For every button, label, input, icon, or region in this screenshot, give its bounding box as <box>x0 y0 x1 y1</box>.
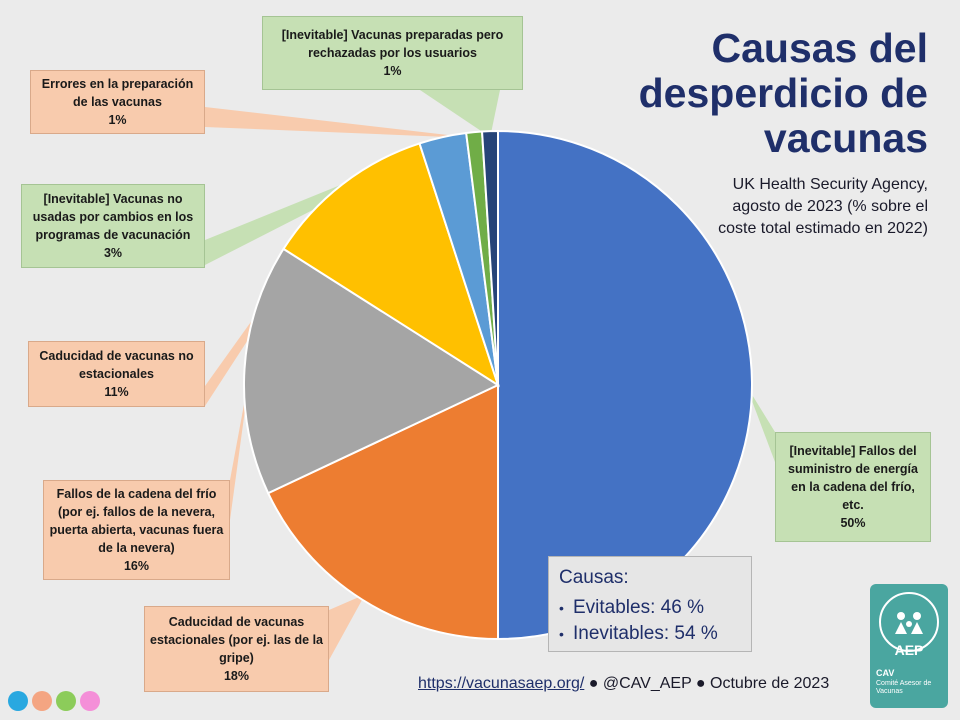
callout-text: Fallos de la cadena del frío (por ej. fa… <box>49 487 224 555</box>
leader-line <box>420 90 500 138</box>
pie-slices <box>243 129 753 641</box>
callout-percent: 16% <box>123 559 150 573</box>
chart-subtitle: UK Health Security Agency, agosto de 202… <box>718 176 928 237</box>
dot-blue <box>8 691 28 711</box>
leader-line <box>746 385 775 462</box>
website-link[interactable]: https://vacunasaep.org/ <box>418 675 585 692</box>
dot-pink <box>80 691 100 711</box>
leader-line <box>205 107 475 139</box>
summary-label: Inevitables: <box>573 623 670 644</box>
logo-cav-subtitle: Comité Asesor de Vacunas <box>876 680 932 695</box>
dot-green <box>56 691 76 711</box>
summary-row-inevitables: • Inevitables: 54 % <box>559 621 741 647</box>
footer-date: Octubre de 2023 <box>710 675 830 692</box>
callout-power-failures: [Inevitable] Fallos del suministro de en… <box>775 432 931 542</box>
callout-cold-chain-failures: Fallos de la cadena del frío (por ej. fa… <box>43 480 230 580</box>
footer: https://vacunasaep.org/ ● @CAV_AEP ● Oct… <box>418 675 868 693</box>
summary-value: 46 % <box>660 597 704 618</box>
pie-slice <box>266 383 499 641</box>
dot-salmon <box>32 691 52 711</box>
callout-rejected-by-users: [Inevitable] Vacunas preparadas pero rec… <box>262 16 523 90</box>
summary-box: Causas: • Evitables: 46 % • Inevitables:… <box>548 556 752 652</box>
callout-percent: 1% <box>108 113 127 127</box>
logo-ring-icon <box>879 592 939 652</box>
children-group-icon <box>895 612 923 634</box>
pie-slice <box>282 142 500 388</box>
callout-percent: 1% <box>383 64 402 78</box>
leader-line <box>329 594 366 660</box>
callout-text: [Inevitable] Fallos del suministro de en… <box>788 444 918 512</box>
callout-percent: 18% <box>223 669 250 683</box>
callout-text: Caducidad de vacunas estacionales (por e… <box>150 615 323 665</box>
callout-preparation-errors: Errores en la preparación de las vacunas… <box>30 70 205 134</box>
summary-label: Evitables: <box>573 597 656 618</box>
callout-percent: 3% <box>103 246 123 260</box>
callout-text: Errores en la preparación de las vacunas <box>41 77 194 109</box>
summary-heading: Causas: <box>559 567 629 588</box>
callout-text: [Inevitable] Vacunas no usadas por cambi… <box>32 192 194 242</box>
callout-seasonal-expiry: Caducidad de vacunas estacionales (por e… <box>144 606 329 692</box>
callout-percent: 11% <box>104 385 129 399</box>
bullet-icon: • <box>559 626 564 642</box>
pie-slice <box>243 247 501 495</box>
aep-logo: AEP CAV Comité Asesor de Vacunas <box>870 584 948 708</box>
summary-row-evitables: • Evitables: 46 % <box>559 595 741 621</box>
bullet-icon: • <box>559 600 564 616</box>
callout-nonseasonal-expiry: Caducidad de vacunas no estacionales 11% <box>28 341 205 407</box>
footer-separator: ● <box>691 675 711 692</box>
logo-aep-text: AEP <box>894 642 924 658</box>
twitter-handle: @CAV_AEP <box>602 675 692 692</box>
decorative-dots <box>8 691 100 711</box>
footer-separator: ● <box>584 675 603 692</box>
callout-percent: 50% <box>840 516 866 530</box>
logo-cav-text: CAV <box>876 668 895 678</box>
chart-title: Causas del desperdicio de vacunas <box>638 25 928 161</box>
callout-program-changes: [Inevitable] Vacunas no usadas por cambi… <box>21 184 205 268</box>
summary-value: 54 % <box>674 623 718 644</box>
callout-text: Caducidad de vacunas no estacionales <box>39 349 194 381</box>
pie-slice <box>480 129 499 386</box>
callout-text: [Inevitable] Vacunas preparadas pero rec… <box>281 28 504 60</box>
